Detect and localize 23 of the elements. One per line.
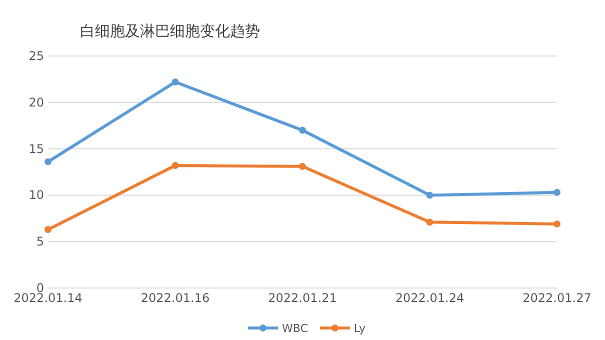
y-tick-label: 10 (28, 188, 44, 202)
point (172, 162, 179, 170)
point (299, 162, 306, 170)
y-tick-label: 5 (36, 234, 44, 249)
x-tick-label: 2022.01.24 (395, 291, 464, 305)
point (172, 78, 179, 86)
x-tick-label: 2022.01.16 (140, 291, 210, 305)
legend-label: WBC (282, 322, 308, 335)
x-tick-label: 2022.01.21 (268, 291, 337, 305)
point (44, 158, 52, 166)
point (554, 188, 560, 196)
point (299, 126, 306, 134)
y-tick-label: 25 (28, 49, 44, 63)
y-tick-label: 20 (28, 95, 44, 110)
point (44, 226, 52, 234)
point (426, 192, 434, 199)
x-tick-label: 2022.01.27 (522, 291, 592, 305)
chart-title: 白细胞及淋巴细胞变化趋势 (80, 22, 260, 40)
x-tick-label: 2022.01.14 (14, 291, 82, 305)
point (554, 220, 560, 228)
point (426, 218, 434, 226)
y-tick-label: 15 (28, 142, 44, 156)
legend-label: Ly (354, 322, 366, 335)
